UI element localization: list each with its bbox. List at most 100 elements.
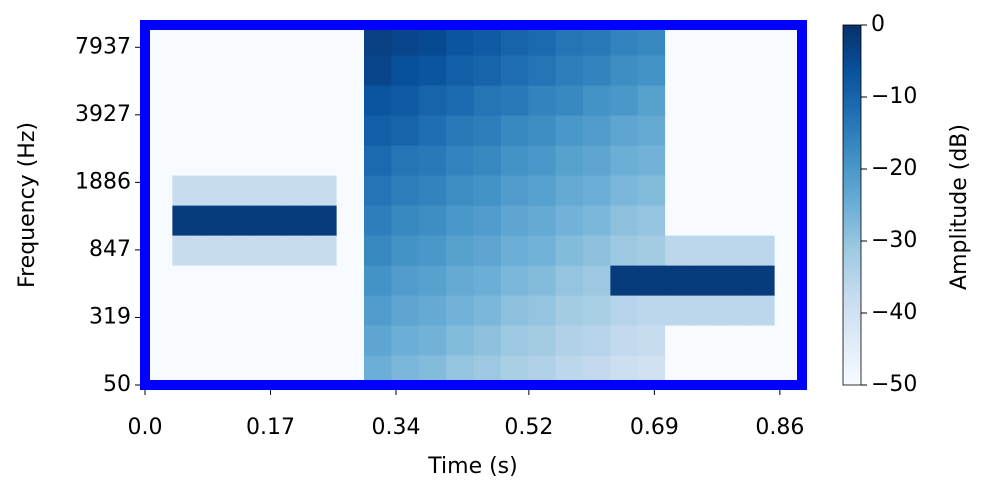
heatmap-cell <box>281 25 310 56</box>
heatmap-cell <box>391 265 420 296</box>
heatmap-cell <box>747 265 776 296</box>
heatmap-cell <box>227 265 256 296</box>
heatmap-cell <box>583 25 611 56</box>
heatmap-cell <box>281 175 310 206</box>
x-tick-label: 0.52 <box>504 415 553 440</box>
heatmap-cell <box>172 115 201 146</box>
heatmap-cell <box>254 295 283 326</box>
heatmap-cell <box>172 85 201 116</box>
x-tick-label: 0.0 <box>128 415 163 440</box>
heatmap-cell <box>528 295 557 326</box>
heatmap-cell <box>364 235 392 266</box>
heatmap-cell <box>281 235 310 266</box>
heatmap-cell <box>391 25 420 56</box>
heatmap-cell <box>309 85 338 116</box>
y-tick-label: 50 <box>103 372 131 397</box>
heatmap-cell <box>719 85 748 116</box>
colorbar-tick-label: −30 <box>871 228 917 253</box>
heatmap-cell <box>391 145 420 176</box>
heatmap-cell <box>583 115 611 146</box>
heatmap-cell <box>364 55 392 86</box>
heatmap-cell <box>281 85 310 116</box>
heatmap-cell <box>309 145 338 176</box>
heatmap-cell <box>610 235 639 266</box>
heatmap-cell <box>692 25 721 56</box>
heatmap-cell <box>254 115 283 146</box>
heatmap-cell <box>446 85 475 116</box>
heatmap-cell <box>336 85 365 116</box>
heatmap-cell <box>281 295 310 326</box>
heatmap-cell <box>446 205 475 236</box>
heatmap-cell <box>500 115 529 146</box>
heatmap-cell <box>446 325 475 356</box>
heatmap-cell <box>172 205 201 236</box>
heatmap-cell <box>747 115 776 146</box>
heatmap-cell <box>747 205 776 236</box>
heatmap-cell <box>473 175 502 206</box>
heatmap-cell <box>336 25 365 56</box>
heatmap-cell <box>446 55 475 86</box>
heatmap-cell <box>473 25 502 56</box>
heatmap-cell <box>336 205 365 236</box>
heatmap-cell <box>281 265 310 296</box>
heatmap-cell <box>555 25 584 56</box>
heatmap-cell <box>227 295 256 326</box>
colorbar-tick-label: −40 <box>871 300 917 325</box>
heatmap-cell <box>391 55 420 86</box>
y-tick-label: 1886 <box>75 169 131 194</box>
heatmap-cell <box>418 325 447 356</box>
heatmap-cell <box>336 145 365 176</box>
heatmap-cell <box>528 235 557 266</box>
heatmap-cell <box>692 265 721 296</box>
heatmap-cell <box>473 115 502 146</box>
heatmap-cell <box>528 205 557 236</box>
heatmap-cell <box>473 55 502 86</box>
heatmap-cell <box>500 325 529 356</box>
heatmap-cell <box>665 235 694 266</box>
heatmap-cell <box>336 175 365 206</box>
heatmap-cell <box>473 295 502 326</box>
heatmap-cell <box>500 145 529 176</box>
heatmap-cell <box>227 25 256 56</box>
heatmap-cell <box>199 25 228 56</box>
heatmap-cell <box>555 235 584 266</box>
heatmap-cell <box>227 115 256 146</box>
heatmap-cell <box>747 25 776 56</box>
heatmap-cell <box>281 145 310 176</box>
y-tick-label: 847 <box>89 237 131 262</box>
heatmap-cell <box>555 55 584 86</box>
heatmap-cell <box>500 25 529 56</box>
heatmap-cell <box>418 85 447 116</box>
y-tick-label: 3927 <box>75 102 131 127</box>
heatmap-cell <box>391 205 420 236</box>
heatmap-cell <box>528 85 557 116</box>
heatmap-cell <box>555 265 584 296</box>
heatmap-cell <box>227 55 256 86</box>
heatmap-cell <box>637 115 666 146</box>
heatmap-cell <box>555 325 584 356</box>
heatmap-cell <box>747 55 776 86</box>
heatmap-cell <box>199 115 228 146</box>
colorbar-tick-label: 0 <box>871 12 885 37</box>
heatmap-cell <box>418 205 447 236</box>
heatmap-cell <box>747 85 776 116</box>
heatmap-cell <box>610 325 639 356</box>
heatmap-cell <box>692 55 721 86</box>
heatmap-cell <box>473 205 502 236</box>
heatmap-cell <box>309 205 338 236</box>
heatmap-cell <box>199 295 228 326</box>
heatmap-cell <box>309 55 338 86</box>
heatmap-cell <box>500 205 529 236</box>
heatmap-cell <box>309 265 338 296</box>
heatmap-cell <box>637 55 666 86</box>
heatmap-cell <box>172 145 201 176</box>
colorbar <box>842 24 862 386</box>
heatmap-cell <box>610 205 639 236</box>
heatmap-cell <box>473 265 502 296</box>
heatmap-cell <box>391 175 420 206</box>
heatmap-cell <box>172 55 201 86</box>
heatmap-cell <box>719 265 748 296</box>
heatmap-cell <box>583 265 611 296</box>
heatmap-cell <box>473 85 502 116</box>
heatmap-cell <box>227 325 256 356</box>
